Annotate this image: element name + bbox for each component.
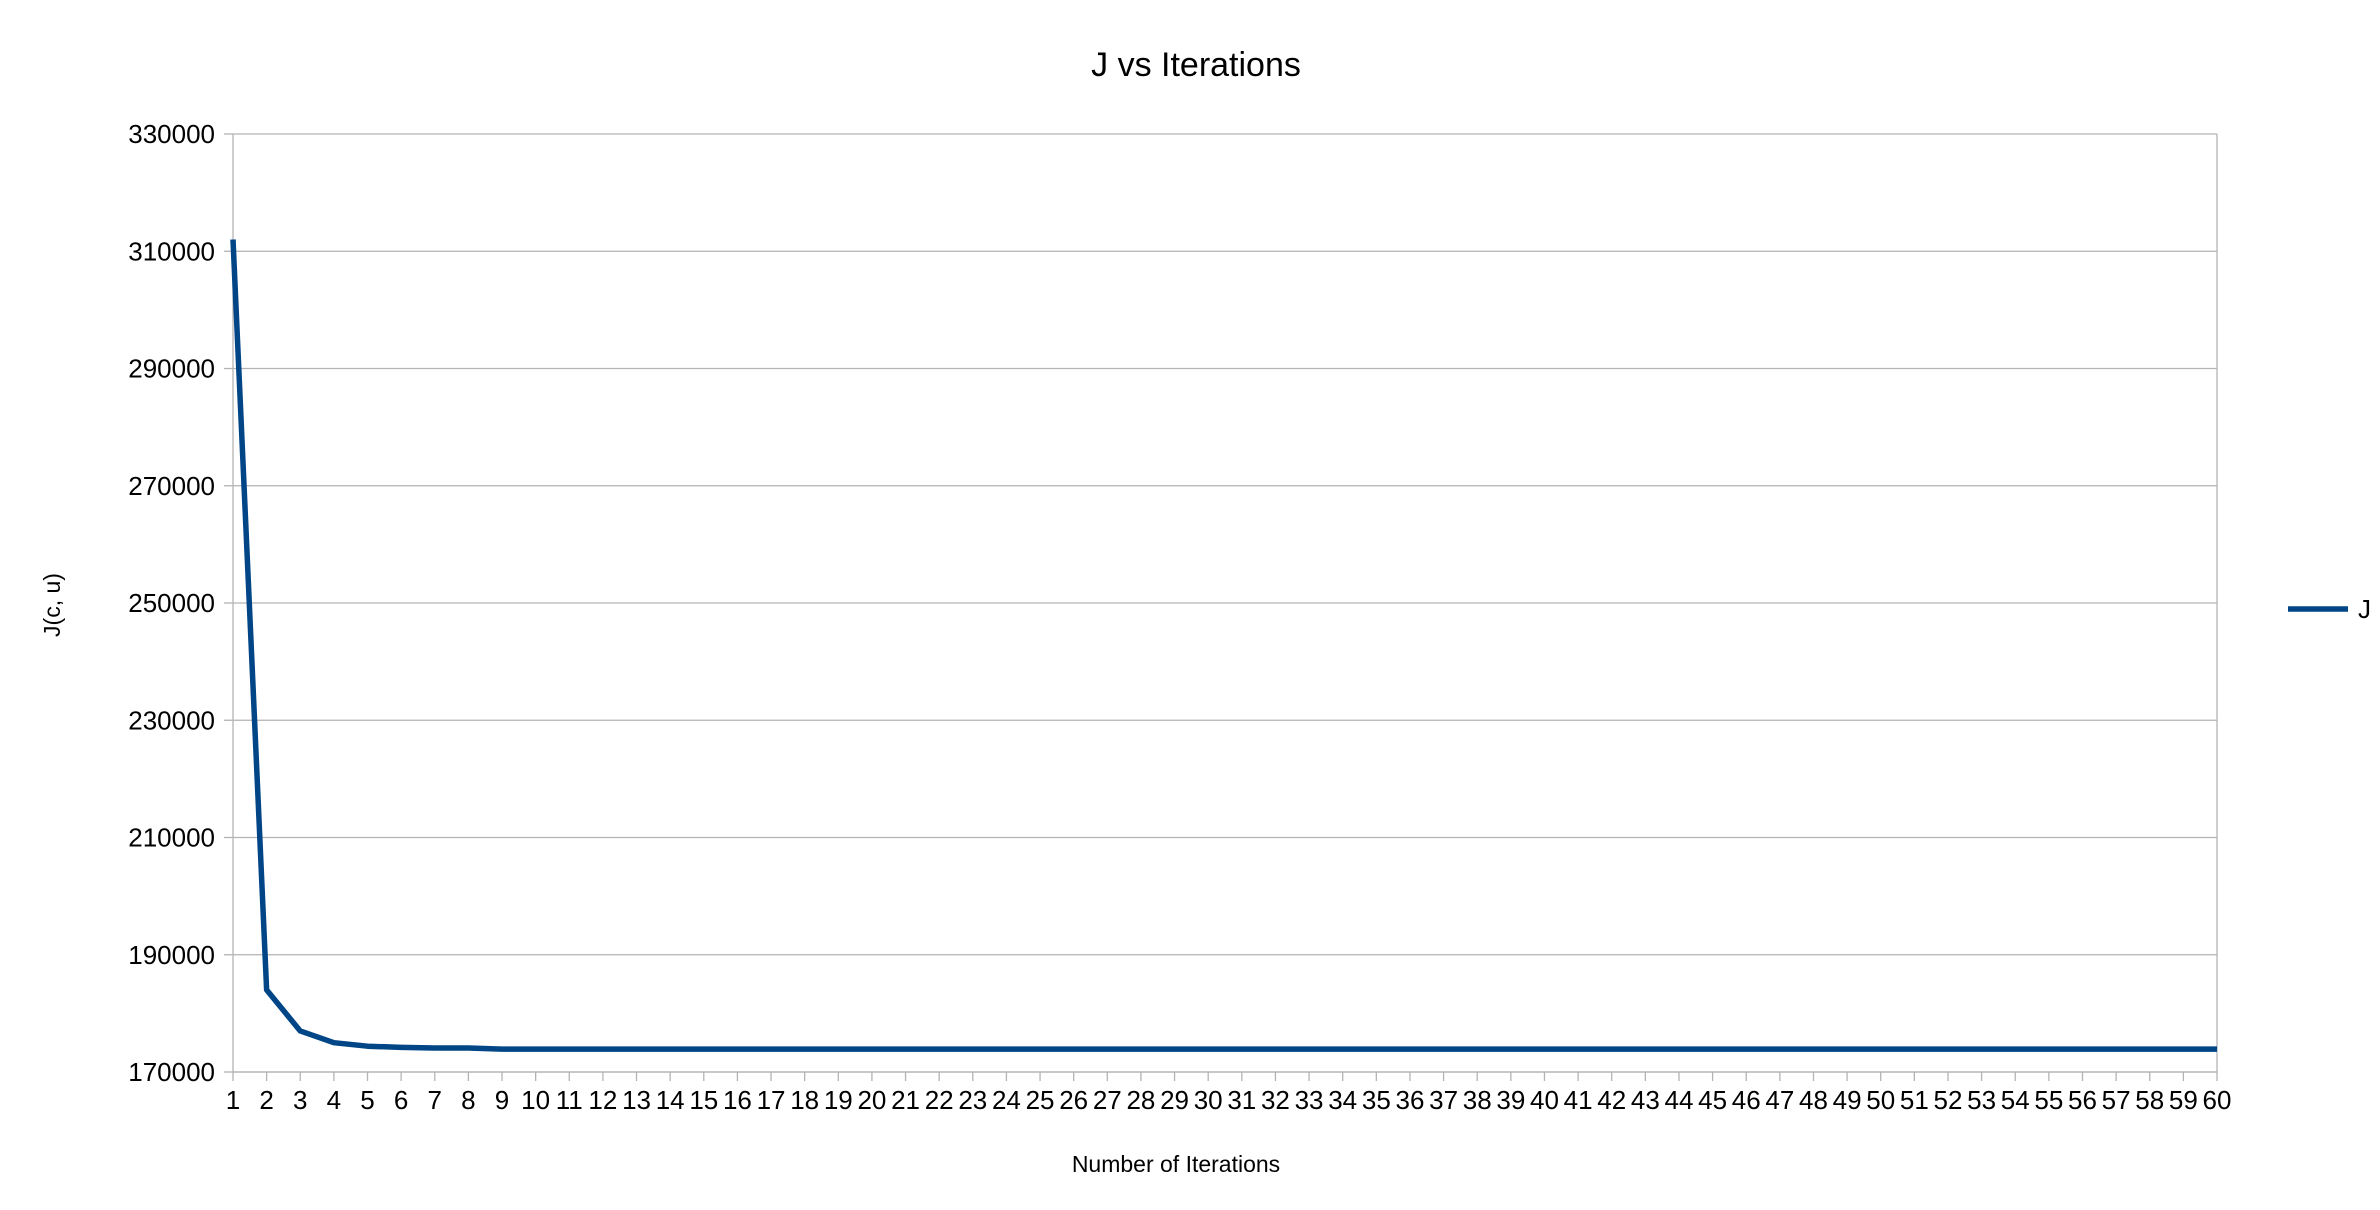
x-tick-label: 28 bbox=[1126, 1085, 1155, 1115]
x-tick-label: 4 bbox=[327, 1085, 341, 1115]
x-tick-label: 7 bbox=[428, 1085, 442, 1115]
x-tick-label: 18 bbox=[790, 1085, 819, 1115]
x-tick-label: 6 bbox=[394, 1085, 408, 1115]
x-axis-title: Number of Iterations bbox=[1072, 1151, 1280, 1177]
x-tick-label: 11 bbox=[556, 1085, 583, 1115]
x-tick-label: 19 bbox=[824, 1085, 853, 1115]
x-tick-label: 27 bbox=[1093, 1085, 1122, 1115]
x-tick-label: 56 bbox=[2068, 1085, 2097, 1115]
x-tick-label: 43 bbox=[1631, 1085, 1660, 1115]
x-tick-label: 39 bbox=[1496, 1085, 1525, 1115]
x-tick-label: 34 bbox=[1328, 1085, 1357, 1115]
y-tick-labels: 170000 190000 210000 230000 250000 270000 2900… bbox=[128, 119, 215, 1087]
x-tick-label: 48 bbox=[1799, 1085, 1828, 1115]
x-tick-label: 17 bbox=[757, 1085, 786, 1115]
x-tick-label: 15 bbox=[689, 1085, 718, 1115]
x-tick-label: 25 bbox=[1026, 1085, 1055, 1115]
y-tick-label: 250000 bbox=[128, 588, 215, 618]
y-tick-label: 190000 bbox=[128, 940, 215, 970]
series-lines bbox=[230, 239, 2217, 1052]
x-tick-label: 9 bbox=[495, 1085, 509, 1115]
legend-label: J bbox=[2358, 594, 2371, 624]
x-tick-label: 24 bbox=[992, 1085, 1021, 1115]
x-tick-label: 8 bbox=[461, 1085, 475, 1115]
axes bbox=[224, 133, 2218, 1081]
x-tick-label: 3 bbox=[293, 1085, 307, 1115]
x-tick-label: 12 bbox=[588, 1085, 617, 1115]
y-tick-label: 210000 bbox=[128, 823, 215, 853]
x-tick-label: 36 bbox=[1395, 1085, 1424, 1115]
x-tick-label: 50 bbox=[1866, 1085, 1895, 1115]
x-tick-label: 23 bbox=[958, 1085, 987, 1115]
x-tick-label: 40 bbox=[1530, 1085, 1559, 1115]
x-tick-label: 38 bbox=[1463, 1085, 1492, 1115]
x-tick-label: 30 bbox=[1194, 1085, 1223, 1115]
y-tick-label: 310000 bbox=[128, 236, 215, 266]
x-tick-label: 49 bbox=[1833, 1085, 1862, 1115]
x-tick-label: 5 bbox=[360, 1085, 374, 1115]
x-tick-label: 59 bbox=[2169, 1085, 2198, 1115]
x-tick-label: 1 bbox=[226, 1085, 240, 1115]
y-tick-label: 230000 bbox=[128, 705, 215, 735]
x-tick-label: 58 bbox=[2135, 1085, 2164, 1115]
x-tick-label: 22 bbox=[925, 1085, 954, 1115]
x-tick-label: 52 bbox=[1934, 1085, 1963, 1115]
x-tick-label: 57 bbox=[2102, 1085, 2131, 1115]
chart-title: J vs Iterations bbox=[1091, 46, 1301, 84]
x-tick-label: 44 bbox=[1665, 1085, 1694, 1115]
y-tick-label: 290000 bbox=[128, 354, 215, 384]
x-tick-label: 20 bbox=[857, 1085, 886, 1115]
x-tick-label: 13 bbox=[622, 1085, 651, 1115]
x-tick-label: 37 bbox=[1429, 1085, 1458, 1115]
x-tick-label: 55 bbox=[2034, 1085, 2063, 1115]
x-tick-label: 46 bbox=[1732, 1085, 1761, 1115]
x-tick-label: 14 bbox=[656, 1085, 685, 1115]
x-tick-label: 2 bbox=[259, 1085, 273, 1115]
y-tick-label: 270000 bbox=[128, 471, 215, 501]
x-tick-label: 21 bbox=[891, 1085, 920, 1115]
y-tick-label: 170000 bbox=[128, 1057, 215, 1087]
x-tick-label: 16 bbox=[723, 1085, 752, 1115]
x-tick-label: 54 bbox=[2001, 1085, 2030, 1115]
x-tick-labels: 1 2 3 4 5 6 7 8 9 10 11 12 13 14 15 16 17 18 19 20 21 22 23 24 2… bbox=[226, 1085, 2232, 1115]
x-tick-label: 33 bbox=[1295, 1085, 1324, 1115]
x-tick-label: 29 bbox=[1160, 1085, 1189, 1115]
x-tick-label: 51 bbox=[1900, 1085, 1929, 1115]
x-tick-label: 45 bbox=[1698, 1085, 1727, 1115]
gridlines bbox=[233, 133, 2217, 1073]
legend: J bbox=[2288, 594, 2371, 624]
x-tick-label: 10 bbox=[521, 1085, 550, 1115]
y-tick-label: 330000 bbox=[128, 119, 215, 149]
x-tick-label: 42 bbox=[1597, 1085, 1626, 1115]
x-tick-label: 53 bbox=[1967, 1085, 1996, 1115]
x-tick-label: 35 bbox=[1362, 1085, 1391, 1115]
y-axis-title: J(c, u) bbox=[39, 573, 65, 637]
x-tick-label: 41 bbox=[1564, 1085, 1593, 1115]
x-tick-label: 32 bbox=[1261, 1085, 1290, 1115]
x-tick-label: 31 bbox=[1227, 1085, 1256, 1115]
series-line-J bbox=[230, 239, 2217, 1052]
x-tick-label: 26 bbox=[1059, 1085, 1088, 1115]
x-tick-label: 60 bbox=[2203, 1085, 2232, 1115]
x-tick-label: 47 bbox=[1765, 1085, 1794, 1115]
